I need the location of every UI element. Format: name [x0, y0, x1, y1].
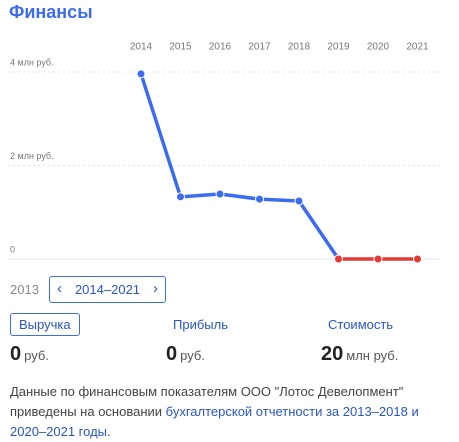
x-tick-label: 2021 — [406, 42, 429, 53]
metric: 20 млн руб. — [321, 343, 398, 366]
metric-tab[interactable]: Прибыль — [173, 317, 228, 332]
metric-value: 0 — [166, 343, 178, 365]
footnote: Данные по финансовым показателям ООО "Ло… — [10, 382, 450, 442]
chart-title: Финансы — [9, 2, 93, 22]
line-segment — [257, 197, 301, 203]
metric-unit: руб. — [180, 348, 205, 363]
point — [334, 254, 343, 264]
point — [176, 192, 185, 202]
period-selector: ‹ 2014–2021 › — [49, 276, 166, 303]
point — [294, 196, 304, 206]
metric-unit: руб. — [24, 348, 49, 363]
footnote-link[interactable]: бухгалтерской отчетности за 2013–2018 и … — [10, 404, 419, 439]
prev-period[interactable]: 2013 — [10, 282, 39, 297]
metric-tab[interactable]: Выручка — [10, 313, 80, 336]
point — [136, 69, 146, 79]
point — [215, 189, 225, 199]
current-period: 2014–2021 — [74, 282, 141, 297]
x-tick-label: 2019 — [327, 42, 350, 53]
x-tick-label: 2017 — [248, 42, 271, 53]
line-segment — [178, 192, 222, 199]
point — [255, 194, 264, 204]
x-tick-label: 2020 — [367, 42, 390, 53]
metric-unit: млн руб. — [346, 348, 399, 363]
line-segment — [218, 192, 262, 201]
x-tick-label: 2015 — [169, 42, 192, 53]
metric: 0 руб. — [10, 343, 49, 366]
footnote-end: . — [107, 424, 111, 439]
x-tick-label: 2014 — [130, 42, 153, 53]
next-arrow[interactable]: › — [153, 280, 158, 297]
x-tick-label: 2018 — [288, 42, 311, 53]
y-tick-label: 4 млн руб. — [10, 57, 54, 67]
line-segment — [139, 72, 183, 199]
point — [373, 254, 383, 264]
metric-value: 20 — [321, 343, 344, 365]
y-tick-label: 2 млн руб. — [10, 151, 54, 161]
y-tick-label: 0 — [10, 244, 15, 254]
metric: 0 руб. — [166, 343, 205, 366]
footnote-text: Данные по финансовым показателям ООО "Ло… — [10, 384, 404, 419]
x-tick-label: 2016 — [209, 42, 232, 53]
metric-value: 0 — [10, 343, 22, 365]
metric-tab[interactable]: Стоимость — [328, 317, 394, 332]
line-segment — [297, 199, 341, 261]
chart: Финансы 0 2 млн руб. 4 млн руб. 2014 2015 201… — [8, 2, 440, 264]
prev-arrow[interactable]: ‹ — [57, 280, 62, 297]
point — [413, 254, 422, 264]
